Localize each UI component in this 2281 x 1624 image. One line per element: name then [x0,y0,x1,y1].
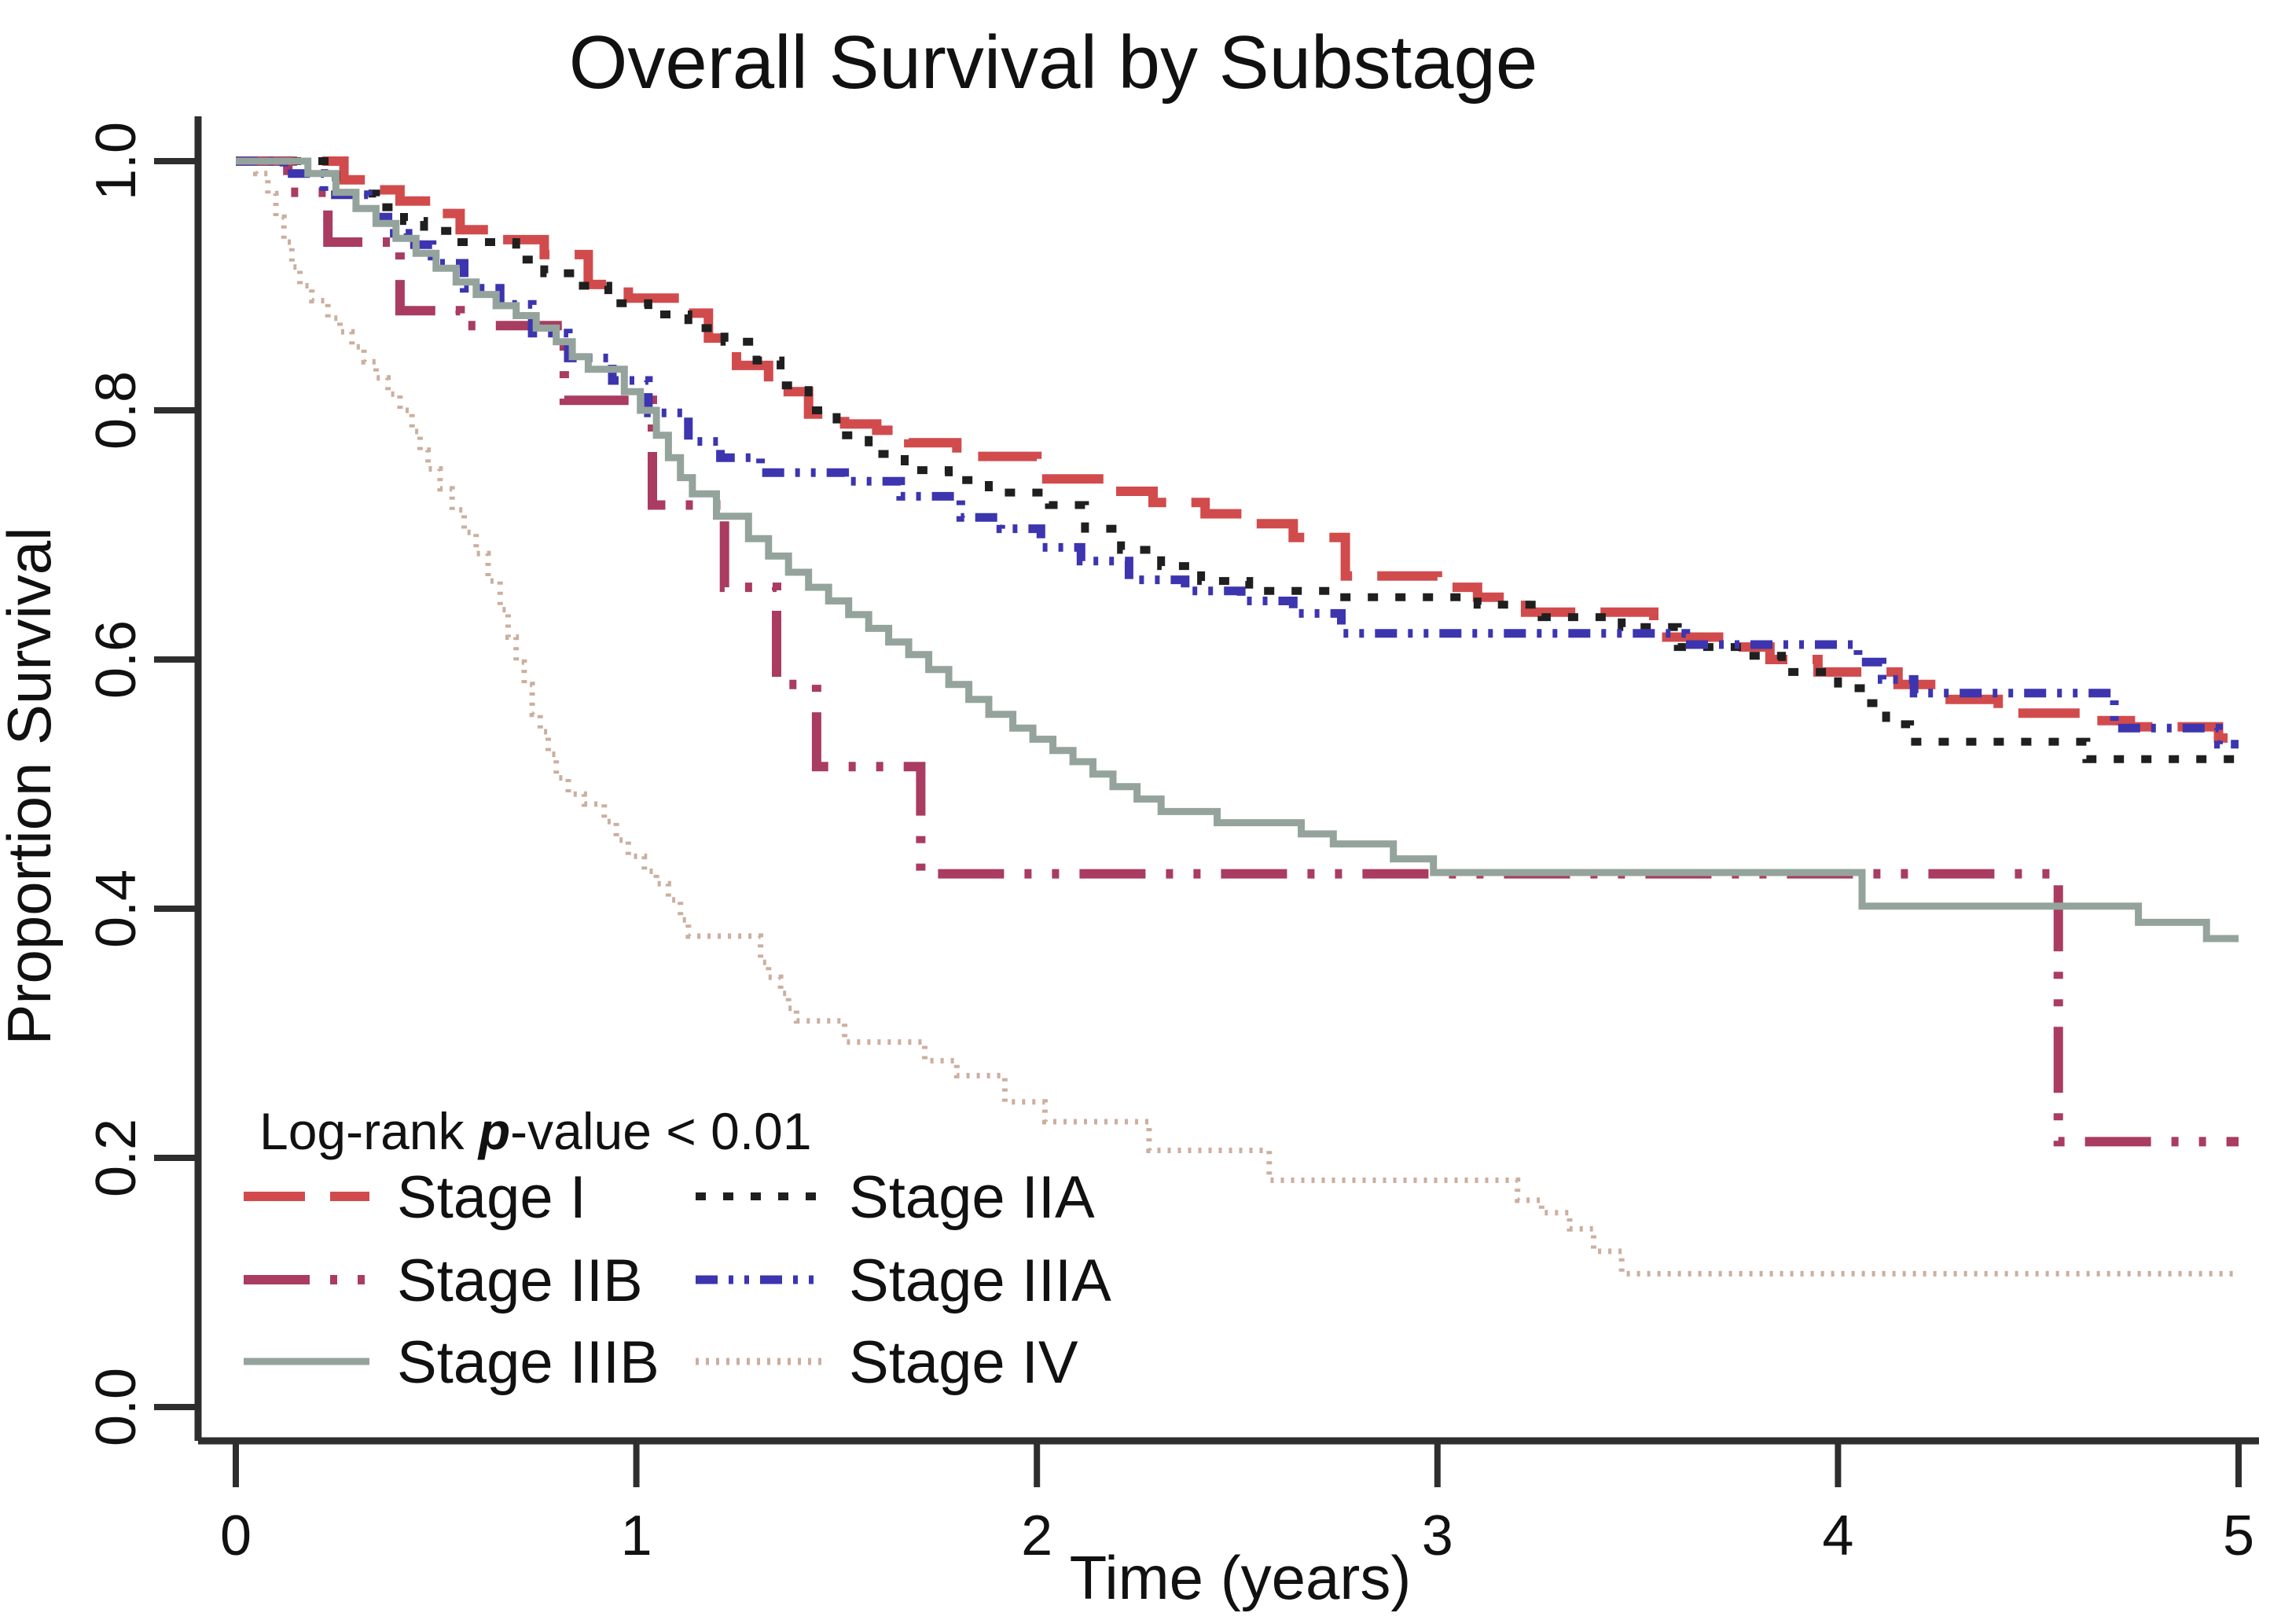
y-tick-label: 0.6 [85,620,148,699]
y-tick-label: 0.4 [85,869,148,948]
legend-item-stage-iv: Stage IV [696,1329,1078,1396]
legend-item-stage-iia: Stage IIA [696,1164,1095,1231]
legend-label-stage-iia: Stage IIA [849,1164,1095,1231]
legend-item-stage-i: Stage I [244,1164,586,1231]
legend-item-stage-iiia: Stage IIIA [696,1247,1111,1314]
legend-label-stage-iib: Stage IIB [397,1247,643,1314]
legend-label-stage-iiia: Stage IIIA [849,1247,1111,1314]
x-tick-label: 4 [1822,1505,1853,1567]
series-curve-stage-iiib [236,157,2239,942]
x-tick-label: 1 [621,1505,652,1567]
series-curve-stage-iiia [236,156,2239,749]
y-tick-label: 1.0 [85,122,148,200]
y-axis-title: Proportion Survival [0,527,64,1045]
legend-label-stage-iv: Stage IV [849,1329,1078,1396]
legend-item-stage-iiib: Stage IIIB [244,1329,659,1396]
x-tick-label: 0 [220,1505,252,1567]
x-tick-label: 5 [2223,1505,2254,1567]
series-curve-stage-iib [236,156,2239,1147]
annotation-prefix: Log-rank [259,1102,479,1160]
x-axis-title: Time (years) [1070,1543,1412,1612]
legend-label-stage-iiib: Stage IIIB [397,1329,659,1396]
annotation-p-symbol: p [477,1102,510,1160]
x-tick-label: 2 [1021,1505,1052,1567]
y-tick-label: 0.8 [85,371,148,450]
legend-label-stage-i: Stage I [397,1164,586,1231]
annotation-suffix: -value < 0.01 [510,1102,811,1160]
x-tick-label: 3 [1422,1505,1453,1567]
log-rank-pvalue-annotation: Log-rank p-value < 0.01 [259,1102,812,1160]
series-curve-stage-iv [236,158,2239,1277]
y-tick-label: 0.0 [85,1368,148,1446]
chart-title: Overall Survival by Substage [569,20,1538,105]
legend-item-stage-iib: Stage IIB [244,1247,643,1314]
series-curve-stage-i [236,156,2239,743]
series-curve-stage-iia [236,157,2239,763]
y-tick-label: 0.2 [85,1119,148,1197]
